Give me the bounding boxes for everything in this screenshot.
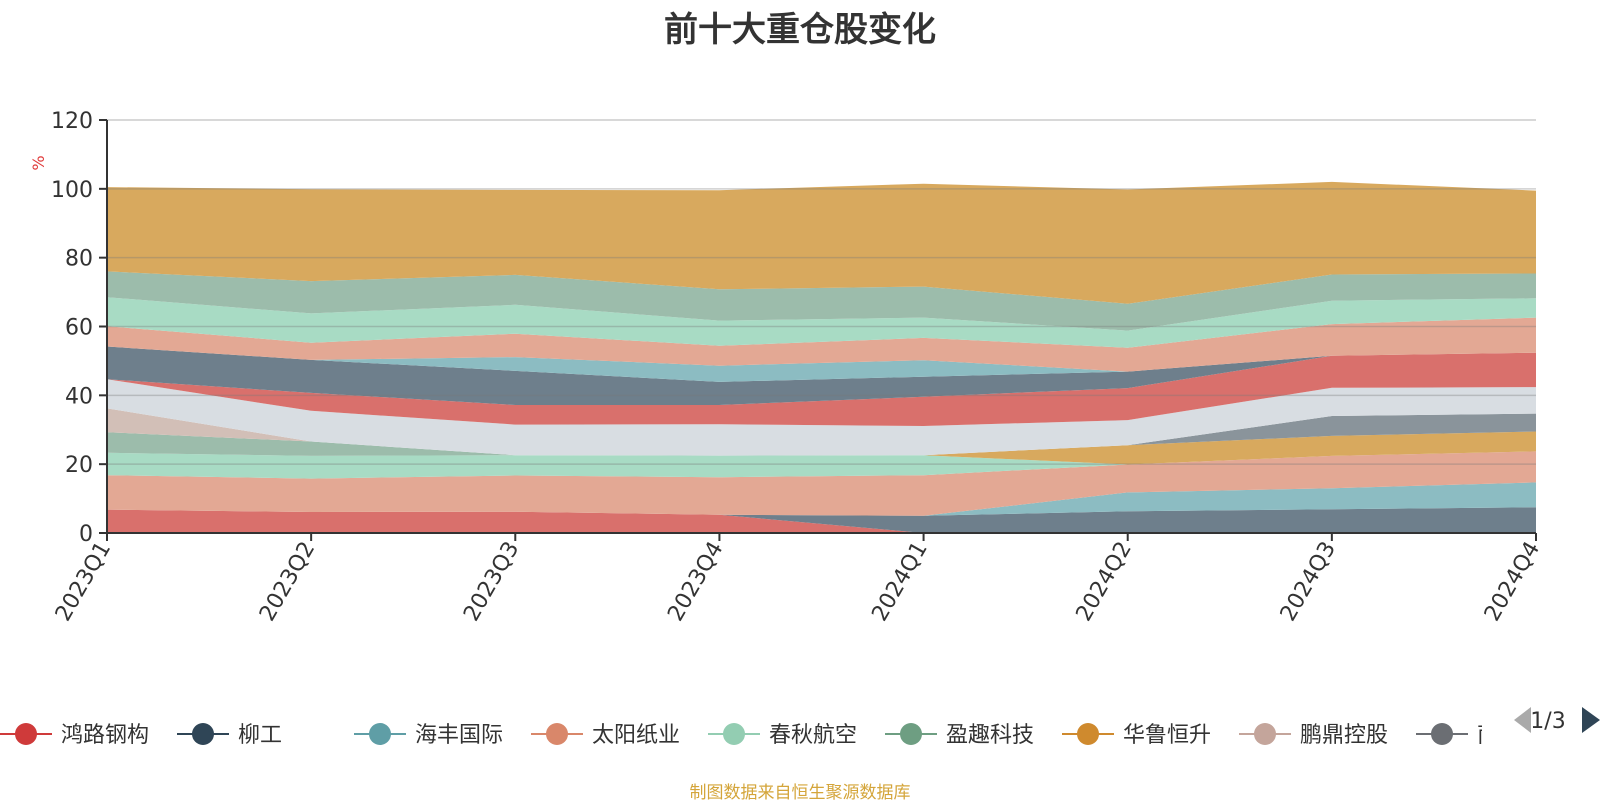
area-series-17 (107, 181, 1536, 304)
legend-label: 盈趣科技 (946, 723, 1034, 748)
grid-lines (107, 119, 1536, 465)
legend-marker-icon (546, 723, 568, 745)
legend-marker-icon (723, 723, 745, 745)
legend-label: 春秋航空 (769, 723, 857, 748)
area-series-11 (107, 352, 1536, 426)
legend-marker-icon (900, 723, 922, 745)
y-tick-label: 60 (65, 316, 93, 341)
legend-item[interactable]: 南钢股份 (1416, 723, 1565, 748)
legend-next-icon[interactable] (1582, 707, 1600, 733)
legend-item[interactable]: 盈趣科技 (885, 723, 1034, 748)
area-series-16 (107, 271, 1536, 331)
legend-label: 华鲁恒升 (1123, 723, 1211, 748)
x-tick-label: 2024Q3 (1276, 538, 1341, 626)
legend-marker-icon (1077, 723, 1099, 745)
area-series-3 (107, 482, 1536, 516)
legend-marker-icon (192, 723, 214, 745)
y-tick-label: 100 (51, 178, 93, 203)
legend-marker-icon (1431, 723, 1453, 745)
legend-item[interactable]: 柳工 (177, 723, 282, 748)
legend-label: 南钢股份 (1477, 723, 1565, 748)
legend-item[interactable]: 鸿路钢构 (0, 723, 149, 748)
legend-item[interactable]: 海丰国际 (354, 723, 503, 748)
x-tick-label: 2023Q4 (663, 538, 728, 626)
legend-item[interactable]: 太阳纸业 (531, 723, 680, 748)
legend-label: 太阳纸业 (592, 723, 680, 748)
stacked-area-chart: 0 20 40 60 80 100 120 2023Q1 2023Q2 2023Q3 2023Q4 2… (0, 109, 1600, 748)
legend-pager: 1/3 (1514, 707, 1600, 734)
area-series-4 (107, 451, 1536, 516)
y-tick-label: 40 (65, 384, 93, 409)
y-tick-label: 120 (51, 109, 93, 134)
area-series-6 (107, 432, 1536, 465)
x-tick-label: 2024Q2 (1072, 538, 1137, 626)
legend-item[interactable]: 华鲁恒升 (1062, 723, 1211, 748)
x-tick-label: 2023Q1 (51, 538, 116, 626)
legend-page-indicator: 1/3 (1530, 709, 1565, 734)
area-series-5 (107, 451, 1536, 479)
x-tick-label: 2023Q3 (459, 538, 524, 626)
area-series-9 (107, 408, 1536, 456)
legend-item[interactable]: 春秋航空 (708, 723, 857, 748)
legend-label: 海丰国际 (415, 723, 503, 748)
area-layers (107, 181, 1536, 533)
y-tick-label: 20 (65, 453, 93, 478)
area-series-15 (107, 297, 1536, 348)
legend-item[interactable]: 鹏鼎控股 (1239, 723, 1388, 748)
legend-label: 鹏鼎控股 (1300, 723, 1388, 748)
x-tick-label: 2023Q2 (255, 538, 320, 626)
legend-label: 柳工 (238, 723, 282, 748)
area-series-1 (107, 509, 1536, 533)
legend: 鸿路钢构 柳工 海丰国际 太阳纸业 春秋航空 盈趣科技 华鲁恒升 鹏鼎控股 南钢股份 (0, 723, 1565, 748)
x-tick-label: 2024Q1 (867, 538, 932, 626)
area-series-13 (107, 346, 1536, 382)
area-series-10 (107, 379, 1536, 456)
legend-label: 鸿路钢构 (61, 723, 149, 748)
y-tick-label: 80 (65, 247, 93, 272)
footer-source: 制图数据来自恒生聚源数据库 (689, 783, 911, 803)
chart-title: 前十大重仓股变化 (664, 10, 936, 50)
area-series-14 (107, 317, 1536, 372)
legend-marker-icon (1254, 723, 1276, 745)
area-series-12 (107, 346, 1536, 405)
legend-marker-icon (15, 723, 37, 745)
legend-marker-icon (369, 723, 391, 745)
area-series-2 (107, 507, 1536, 533)
area-series-7 (107, 431, 1536, 465)
legend-prev-icon[interactable] (1514, 707, 1531, 733)
y-axis-unit-label: % (29, 155, 48, 170)
x-tick-label: 2024Q4 (1480, 538, 1545, 626)
y-tick-label: 0 (79, 522, 93, 547)
